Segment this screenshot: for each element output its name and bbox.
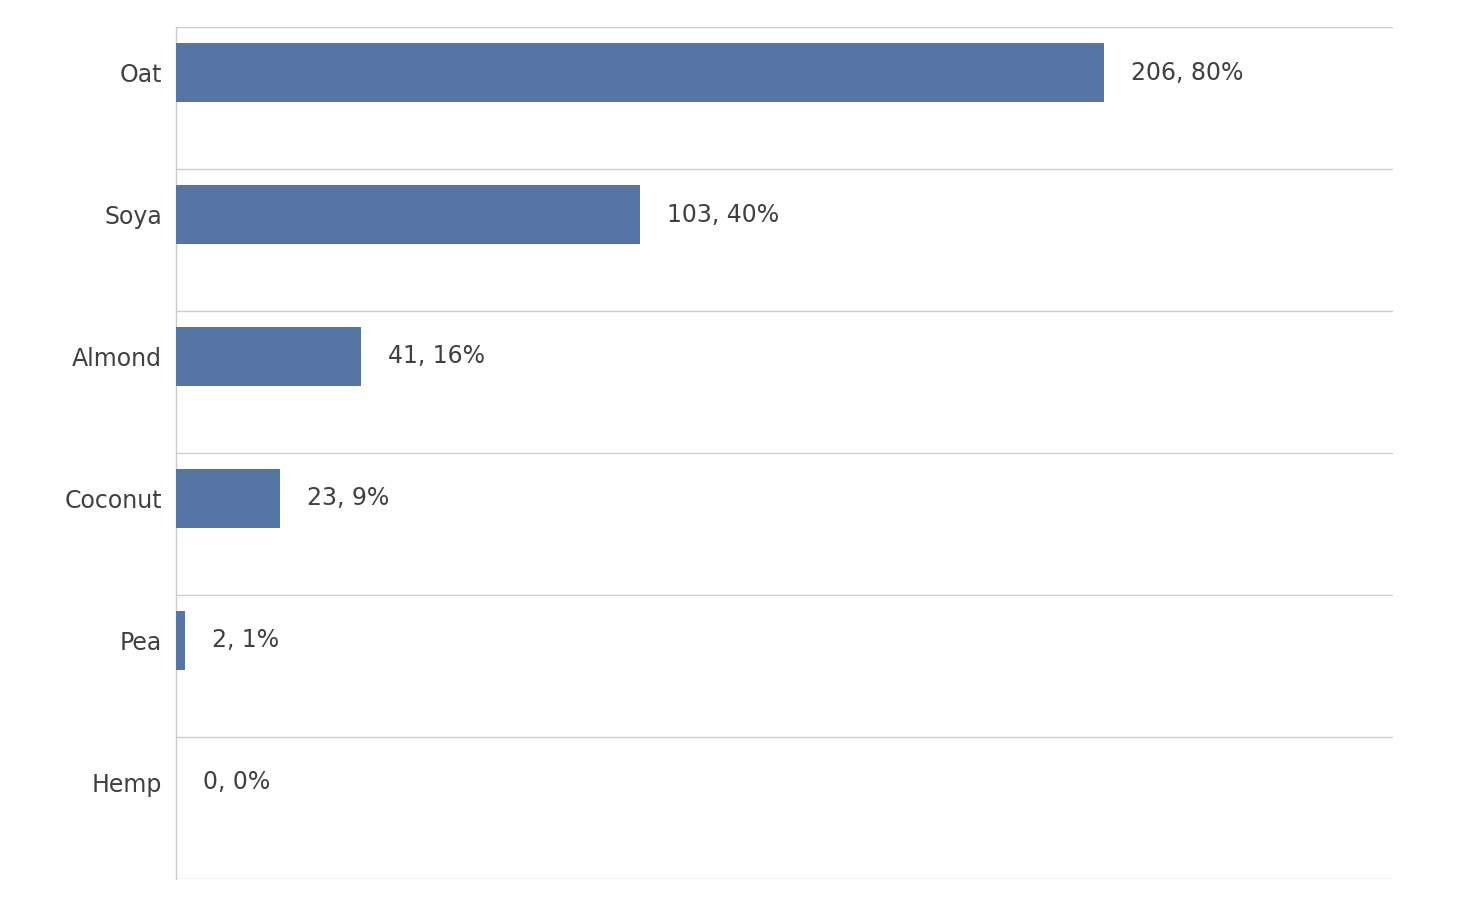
Text: 206, 80%: 206, 80% — [1132, 61, 1243, 84]
Bar — [176, 43, 1104, 102]
Text: 103, 40%: 103, 40% — [667, 203, 780, 226]
Bar — [176, 185, 641, 245]
Text: 0, 0%: 0, 0% — [202, 770, 270, 795]
Bar — [176, 611, 185, 670]
Text: 23, 9%: 23, 9% — [306, 487, 388, 510]
Text: 41, 16%: 41, 16% — [387, 344, 485, 369]
Text: 2, 1%: 2, 1% — [213, 629, 279, 652]
Bar — [176, 468, 280, 528]
Bar — [176, 327, 361, 386]
